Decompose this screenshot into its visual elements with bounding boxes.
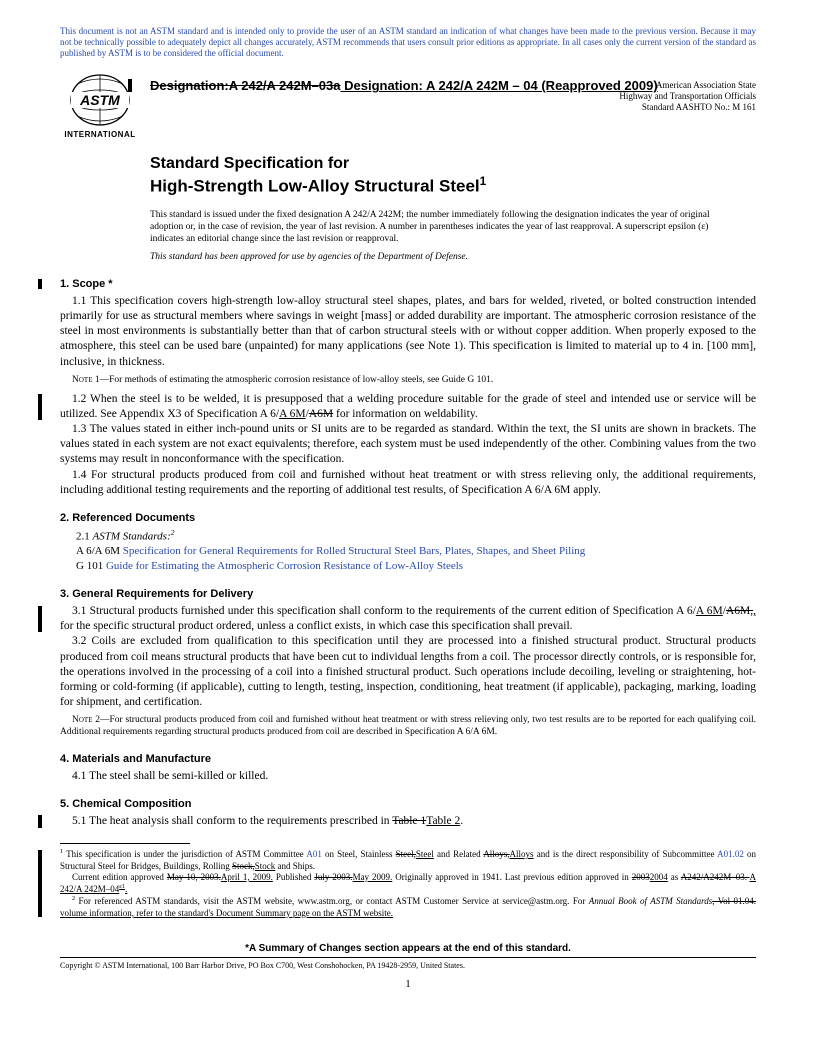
para-3-2: 3.2 Coils are excluded from qualificatio…: [60, 634, 756, 710]
copyright: Copyright © ASTM International, 100 Barr…: [60, 961, 756, 970]
footnote-1-line2: Current edition approved May 10, 2003.Ap…: [60, 872, 756, 896]
top-disclaimer: This document is not an ASTM standard an…: [60, 26, 756, 58]
designation-struck: Designation:A 242/A 242M–03a: [150, 78, 341, 93]
footnote-rule: [60, 843, 190, 844]
page-number: 1: [60, 978, 756, 990]
ref-2-1: 2.1 ASTM Standards:2: [76, 528, 756, 545]
section-2-head: 2. Referenced Documents: [60, 512, 756, 524]
ref-item-1: A 6/A 6M Specification for General Requi…: [76, 544, 756, 559]
side-note-line: Standard AASHTO No.: M 161: [619, 102, 756, 113]
bottom-rule: [60, 957, 756, 958]
aashto-note: American Association State Highway and T…: [619, 80, 756, 112]
header-row: ASTM INTERNATIONAL Designation:A 242/A 2…: [60, 72, 756, 139]
side-note-line: Highway and Transportation Officials: [619, 91, 756, 102]
summary-changes: *A Summary of Changes section appears at…: [60, 943, 756, 954]
note-2: Note 2—For structural products produced …: [60, 715, 756, 739]
side-note-line: American Association State: [619, 80, 756, 91]
para-1-3: 1.3 The values stated in either inch-pou…: [60, 422, 756, 468]
para-4-1: 4.1 The steel shall be semi-killed or ki…: [60, 769, 756, 784]
footnote-2: 2 For referenced ASTM standards, visit t…: [60, 895, 756, 919]
para-1-4: 1.4 For structural products produced fro…: [60, 468, 756, 498]
subcommittee-link[interactable]: A01.02: [717, 849, 744, 859]
ref-link[interactable]: Specification for General Requirements f…: [123, 545, 586, 557]
logo-label: INTERNATIONAL: [60, 130, 140, 139]
page: This document is not an ASTM standard an…: [0, 0, 816, 1056]
title-block: Standard Specification for High-Strength…: [150, 155, 756, 196]
para-1-2: 1.2 When the steel is to be welded, it i…: [60, 392, 756, 422]
issuance-text: This standard is issued under the fixed …: [150, 210, 726, 246]
title-line1: Standard Specification for: [150, 155, 756, 173]
issuance-block: This standard is issued under the fixed …: [150, 210, 726, 264]
ref-item-2: G 101 Guide for Estimating the Atmospher…: [76, 559, 756, 574]
ref-link[interactable]: Guide for Estimating the Atmospheric Cor…: [106, 560, 463, 572]
footnote-1: 1 This specification is under the jurisd…: [60, 848, 756, 872]
para-5-1: 5.1 The heat analysis shall conform to t…: [60, 814, 756, 829]
para-1-1: 1.1 This specification covers high-stren…: [60, 294, 756, 370]
designation-underlined: Designation: A 242/A 242M – 04 (Reapprov…: [341, 78, 658, 93]
note-1: Note 1—For methods of estimating the atm…: [60, 375, 756, 387]
committee-link[interactable]: A01: [306, 849, 322, 859]
title-line2: High-Strength Low-Alloy Structural Steel…: [150, 174, 756, 197]
section-4-head: 4. Materials and Manufacture: [60, 753, 756, 765]
section-1-head: 1. Scope *: [60, 278, 756, 290]
issuance-approved: This standard has been approved for use …: [150, 252, 726, 264]
footnotes: 1 This specification is under the jurisd…: [60, 848, 756, 919]
para-3-1: 3.1 Structural products furnished under …: [60, 604, 756, 634]
section-5-head: 5. Chemical Composition: [60, 798, 756, 810]
section-3-head: 3. General Requirements for Delivery: [60, 588, 756, 600]
svg-text:ASTM: ASTM: [79, 92, 120, 108]
